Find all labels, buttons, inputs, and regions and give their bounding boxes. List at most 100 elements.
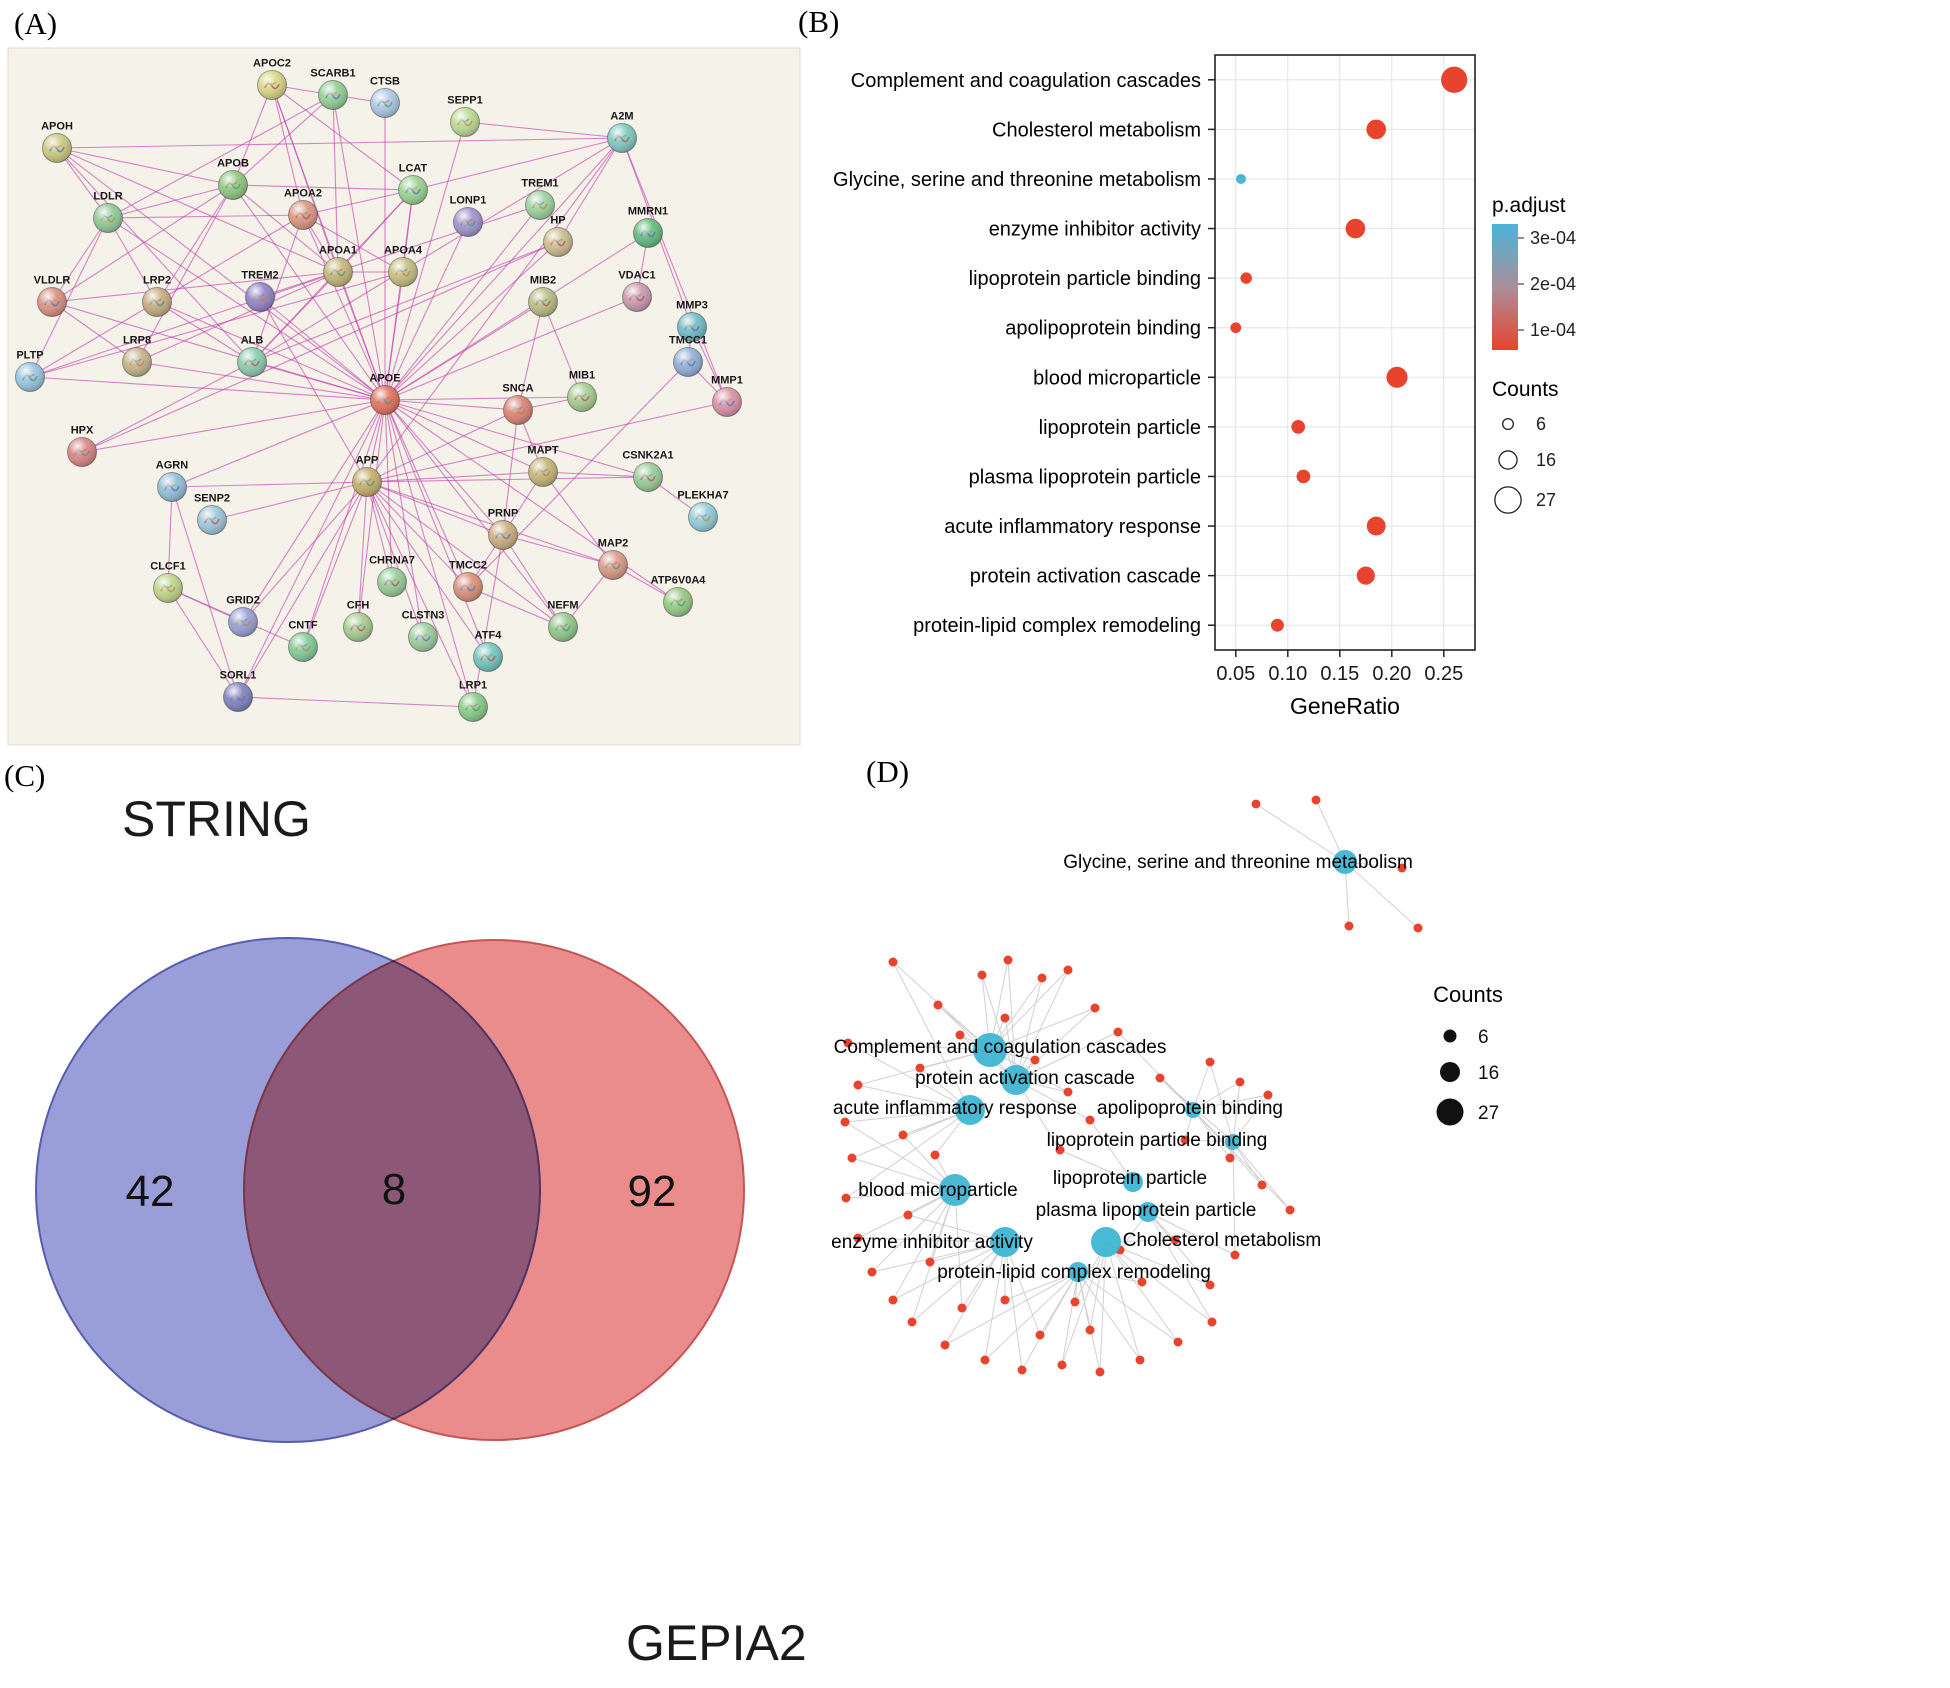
- cnet-gene-dot: [957, 1303, 967, 1313]
- gene-node-VLDLR: VLDLR: [34, 275, 70, 317]
- gene-label-MMP1: MMP1: [711, 375, 743, 387]
- venn-label-string: STRING: [122, 791, 311, 847]
- cnet-gene-dot: [1070, 1297, 1080, 1307]
- gene-label-APOC2: APOC2: [253, 58, 291, 70]
- cnet-gene-dot: [1090, 1003, 1100, 1013]
- cnet-edge: [1192, 1061, 1211, 1111]
- ppi-edge: [542, 471, 649, 478]
- gene-node-MIB2: MIB2: [528, 275, 558, 317]
- ppi-edge: [467, 586, 564, 628]
- cnet-gene-dot: [903, 1210, 913, 1220]
- cnet-gene-dot: [1030, 1055, 1040, 1065]
- cnet-edge: [1344, 861, 1419, 929]
- cnet-legend-dot: [1443, 1029, 1457, 1043]
- ppi-edge: [271, 84, 304, 216]
- cnet-edge: [1209, 1061, 1234, 1143]
- cnet-edge: [892, 1189, 956, 1301]
- cnet-edge: [1077, 1271, 1141, 1361]
- gene-node-TMCC1: TMCC1: [669, 335, 707, 377]
- gene-node-CHRNA7: CHRNA7: [369, 555, 415, 597]
- ppi-edge: [56, 147, 253, 363]
- cnet-gene-dot: [853, 1233, 863, 1243]
- gene-node-LRP8: LRP8: [122, 335, 152, 377]
- cnet-edge: [1039, 1271, 1079, 1336]
- ppi-edge: [384, 241, 559, 401]
- cnet-edge: [1061, 1271, 1079, 1366]
- cnet-category-node: [1068, 1262, 1088, 1282]
- ppi-edge: [384, 399, 564, 628]
- gene-label-LCAT: LCAT: [399, 163, 428, 175]
- ppi-edge: [251, 271, 339, 363]
- cnet-gene-dot: [1180, 1135, 1190, 1145]
- gene-label-APOB: APOB: [217, 158, 249, 170]
- ppi-edge: [29, 376, 386, 401]
- cnet-category-label: enzyme inhibitor activity: [831, 1232, 1033, 1253]
- ppi-edge: [136, 271, 339, 363]
- ppi-edge: [156, 301, 253, 363]
- x-tick-label: 0.10: [1268, 663, 1307, 685]
- cnet-category-node: [1185, 1102, 1201, 1118]
- cnet-category-node: [1333, 850, 1357, 874]
- cnet-gene-dot: [930, 1150, 940, 1160]
- gene-node-LRP1: LRP1: [458, 680, 488, 722]
- ppi-edge: [384, 399, 679, 603]
- cnet-gene-dot: [977, 970, 987, 980]
- gene-label-GRID2: GRID2: [226, 595, 260, 607]
- cnet-gene-dot: [1207, 1317, 1217, 1327]
- cnet-gene-dot: [1063, 965, 1073, 975]
- gene-node-NEFM: NEFM: [547, 600, 579, 642]
- gene-node-PLEKHA7: PLEKHA7: [677, 490, 729, 532]
- gene-node-PLTP: PLTP: [15, 350, 45, 392]
- gene-node-SORL1: SORL1: [220, 670, 257, 712]
- cnet-edge: [857, 1084, 971, 1111]
- ppi-edge: [56, 147, 386, 401]
- dotplot-bubble: [1270, 618, 1284, 632]
- cnet-gene-dot: [1095, 1367, 1105, 1377]
- ppi-edge: [56, 137, 623, 149]
- cnet-gene-dot: [888, 1295, 898, 1305]
- gene-node-CLSTN3: CLSTN3: [402, 610, 444, 652]
- panel-label-d: (D): [866, 754, 910, 789]
- ppi-edge: [259, 296, 386, 401]
- cnet-category-node: [973, 1033, 1007, 1067]
- venn-count-overlap: 8: [382, 1165, 406, 1214]
- cnet-gene-dot: [1230, 1250, 1240, 1260]
- cnet-edge: [1015, 969, 1069, 1081]
- cnet-gene-dot: [1251, 799, 1261, 809]
- cnet-edge: [1192, 1094, 1269, 1111]
- gene-label-MAPT: MAPT: [527, 445, 558, 457]
- cnet-edge: [847, 1042, 971, 1111]
- counts-legend-circle: [1498, 450, 1518, 470]
- ppi-edge: [56, 147, 339, 273]
- ppi-edge: [332, 94, 339, 273]
- ppi-edge: [384, 137, 623, 401]
- ppi-edge: [29, 271, 404, 378]
- dotplot-bubble: [1366, 516, 1386, 536]
- gene-label-SENP2: SENP2: [194, 493, 230, 505]
- cnet-category-label: lipoprotein particle: [1053, 1168, 1207, 1189]
- cnet-category-node: [1123, 1172, 1143, 1192]
- cnet-gene-dot: [840, 1117, 850, 1127]
- gene-label-SORL1: SORL1: [220, 670, 257, 682]
- gene-label-SNCA: SNCA: [502, 383, 533, 395]
- gene-label-PLEKHA7: PLEKHA7: [677, 490, 728, 502]
- cnet-edge: [1117, 1031, 1194, 1111]
- ppi-edge: [51, 301, 138, 363]
- dotplot-category-label: Cholesterol metabolism: [992, 119, 1201, 141]
- cnet-edge: [1147, 1211, 1211, 1286]
- cnet-edge: [1015, 977, 1043, 1081]
- gene-node-APP: APP: [352, 455, 382, 497]
- counts-legend-circle: [1501, 417, 1515, 431]
- cnet-edge: [845, 1189, 956, 1199]
- gene-node-LDLR: LDLR: [93, 191, 123, 233]
- cnet-edge: [989, 969, 1069, 1051]
- cnet-gene-dot: [1344, 921, 1354, 931]
- gene-label-APOA2: APOA2: [284, 188, 322, 200]
- dotplot-category-label: enzyme inhibitor activity: [989, 219, 1201, 241]
- cnet-category-label: protein-lipid complex remodeling: [937, 1262, 1211, 1283]
- cnet-category-label: Complement and coagulation cascades: [834, 1037, 1167, 1058]
- ppi-edge: [412, 137, 623, 191]
- cnet-gene-dot: [888, 957, 898, 967]
- ppi-edge: [366, 471, 544, 483]
- gene-node-MAP2: MAP2: [598, 538, 628, 580]
